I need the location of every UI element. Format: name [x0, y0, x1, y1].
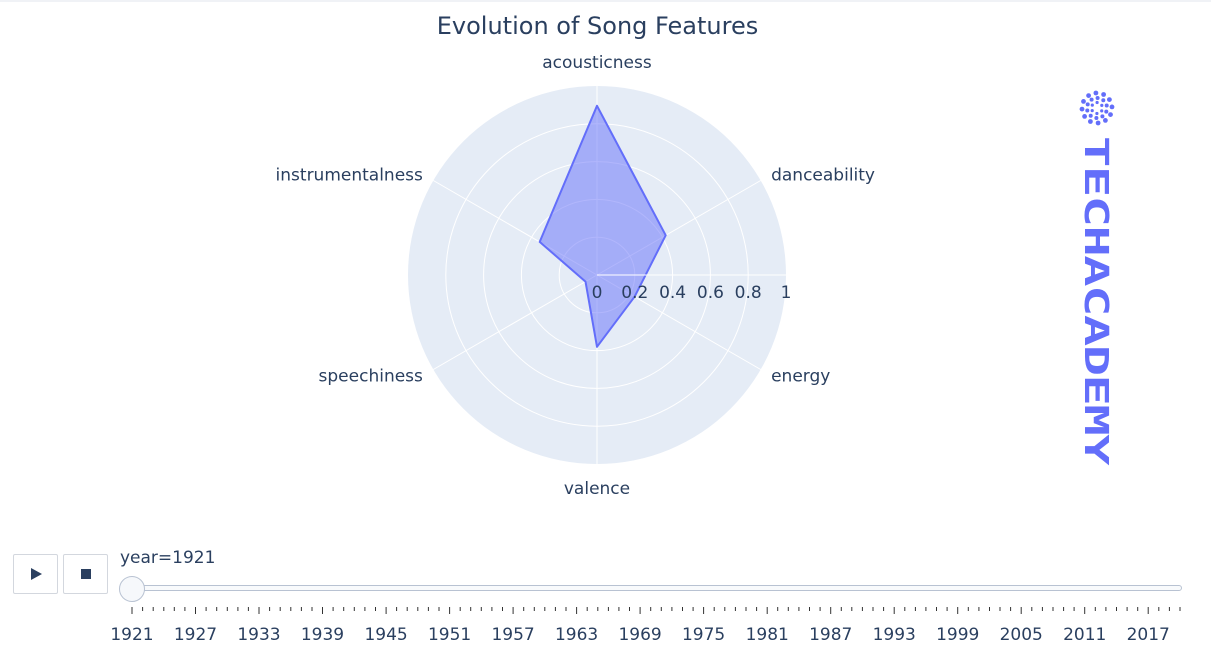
radial-tick-label: 0.6 — [697, 283, 724, 303]
slider-tick-label[interactable]: 1933 — [237, 625, 280, 645]
logo-burst-dot — [1088, 113, 1093, 118]
logo-burst-dot — [1100, 103, 1104, 107]
slider-tick-label[interactable]: 1951 — [428, 625, 471, 645]
slider-year: 1921 — [172, 548, 216, 568]
logo-burst-dot — [1100, 109, 1104, 113]
logo-burst-dot — [1079, 106, 1085, 112]
angular-grid-line — [433, 274, 598, 370]
angular-label-energy: energy — [771, 367, 830, 387]
logo-burst-dot — [1101, 92, 1106, 97]
logo-burst-dot — [1085, 102, 1090, 107]
logo-burst-dot — [1095, 111, 1099, 116]
logo-burst-dot — [1103, 118, 1108, 123]
logo-burst-dot — [1101, 98, 1106, 103]
slider-tick-label[interactable]: 1981 — [746, 625, 789, 645]
logo-burst-dot — [1100, 114, 1105, 119]
slider-tick-label[interactable]: 2017 — [1127, 625, 1170, 645]
slider-tick-label[interactable]: 1993 — [873, 625, 916, 645]
logo-burst-icon — [1079, 90, 1115, 126]
logo-burst-dot — [1109, 104, 1115, 110]
logo-burst-dot — [1085, 108, 1090, 113]
slider-tick-label[interactable]: 1999 — [936, 625, 979, 645]
slider-tick-label[interactable]: 1945 — [364, 625, 407, 645]
play-icon — [30, 568, 42, 580]
slider-tick-label[interactable]: 2011 — [1063, 625, 1106, 645]
slider-tick-label[interactable]: 1921 — [110, 625, 153, 645]
logo-burst-dot — [1082, 114, 1087, 119]
logo-burst-dot — [1090, 109, 1094, 113]
slider-current-value: year=1921 — [120, 548, 215, 568]
logo-burst-dot — [1104, 103, 1109, 108]
logo-burst-dot — [1093, 90, 1099, 96]
radial-tick-label: 0 — [592, 283, 603, 303]
play-button[interactable] — [13, 554, 58, 594]
radar-chart: 0 0.2 0.4 0.6 0.8 1 acousticness danceability e… — [276, 53, 875, 499]
stop-button[interactable] — [63, 554, 108, 594]
radial-tick-label: 0.4 — [659, 283, 686, 303]
radial-tick-label: 1 — [781, 283, 792, 303]
logo-burst-dot — [1088, 119, 1093, 124]
year-slider-ticks: 1921 1927 1933 1939 1945 1951 1957 1963 1969 1975… — [110, 607, 1181, 645]
radial-tick-label: 0.2 — [621, 283, 648, 303]
logo-burst-dot — [1089, 97, 1094, 102]
techacademy-logo: TECHACADEMY — [1077, 90, 1116, 466]
slider-prefix: year= — [120, 548, 173, 568]
top-border — [0, 0, 1211, 2]
angular-labels: acousticness danceability energy valence spe… — [276, 53, 875, 499]
angular-label-instrumentalness: instrumentalness — [276, 166, 423, 186]
year-slider-handle[interactable] — [119, 576, 145, 602]
logo-burst-dot — [1095, 120, 1101, 126]
chart-title: Evolution of Song Features — [436, 12, 759, 40]
logo-burst-dot — [1086, 93, 1091, 98]
slider-tick-label[interactable]: 1957 — [491, 625, 534, 645]
slider-tick-labels: 1921 1927 1933 1939 1945 1951 1957 1963 1969 1975… — [110, 625, 1169, 645]
angular-label-acousticness: acousticness — [542, 53, 652, 73]
logo-burst-dot — [1090, 103, 1094, 107]
radial-tick-label: 0.8 — [735, 283, 762, 303]
slider-tick-label[interactable]: 1987 — [809, 625, 852, 645]
logo-burst-dot — [1107, 97, 1112, 102]
angular-label-valence: valence — [564, 479, 630, 499]
logo-burst-dot — [1108, 112, 1113, 117]
logo-burst-dot — [1095, 100, 1099, 105]
slider-tick-label[interactable]: 1963 — [555, 625, 598, 645]
slider-tick-label[interactable]: 1939 — [301, 625, 344, 645]
logo-burst-dot — [1081, 99, 1086, 104]
angular-label-danceability: danceability — [771, 166, 875, 186]
slider-tick-label[interactable]: 2005 — [1000, 625, 1043, 645]
slider-tick-label[interactable]: 1975 — [682, 625, 725, 645]
logo-burst-dot — [1095, 96, 1100, 100]
year-slider-track[interactable] — [120, 585, 1182, 591]
slider-tick-label[interactable]: 1969 — [618, 625, 661, 645]
angular-label-speechiness: speechiness — [319, 367, 424, 387]
slider-tick-marks — [131, 607, 1181, 614]
logo-text: TECHACADEMY — [1077, 136, 1116, 466]
series-polygon — [538, 104, 667, 348]
slider-tick-label[interactable]: 1927 — [174, 625, 217, 645]
radial-tick-labels: 0 0.2 0.4 0.6 0.8 1 — [592, 283, 792, 303]
stop-icon — [80, 569, 91, 579]
logo-burst-dot — [1104, 109, 1109, 114]
logo-burst-dot — [1094, 116, 1099, 120]
